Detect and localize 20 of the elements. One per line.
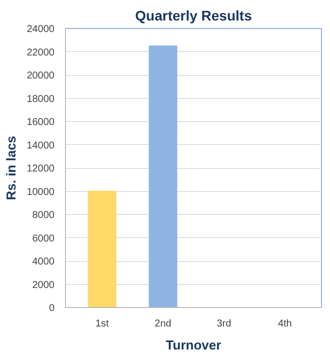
y-tick-label: 8000	[32, 210, 55, 221]
y-tick-label: 2000	[32, 280, 55, 291]
x-tick-label: 1st	[95, 318, 109, 330]
y-tick-label: 20000	[26, 70, 55, 82]
chart-title: Quarterly Results	[135, 8, 252, 24]
y-tick-label: 10000	[26, 186, 55, 198]
x-tick-label: 4th	[278, 318, 292, 330]
y-axis-title: Rs. in lacs	[4, 136, 19, 200]
y-tick-label: 24000	[26, 24, 55, 35]
y-tick-label: 6000	[32, 233, 55, 244]
y-tick-label: 0	[48, 303, 55, 314]
y-tick-label: 16000	[26, 117, 55, 128]
y-tick-label: 14000	[26, 140, 55, 152]
y-tick-label: 22000	[26, 47, 55, 58]
x-tick-label: 2nd	[154, 318, 172, 330]
y-tick-label: 12000	[26, 164, 55, 174]
y-tick-label: 4000	[32, 256, 55, 268]
x-tick-label: 3rd	[216, 318, 232, 330]
y-tick-label: 18000	[26, 94, 55, 105]
x-axis-title: Turnover	[166, 338, 222, 352]
